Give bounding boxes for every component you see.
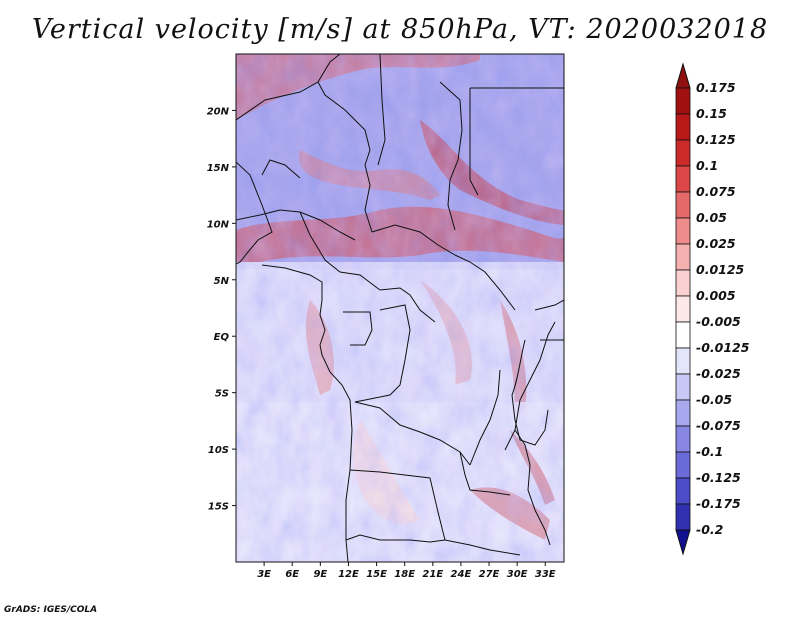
colorbar-swatch [675, 477, 691, 505]
colorbar-label: -0.175 [696, 496, 741, 511]
lon-tick-label: 33E [535, 569, 556, 580]
colorbar-swatch [675, 87, 691, 115]
colorbar-swatch [675, 347, 691, 375]
colorbar-label: 0.175 [696, 80, 736, 95]
lat-tick-label: 20N [207, 106, 230, 117]
vertical-velocity-field [236, 54, 564, 562]
colorbar-swatch [675, 321, 691, 349]
lon-tick-label: 24E [451, 569, 472, 580]
colorbar-label: -0.2 [696, 522, 723, 537]
latitude-axis: 20N 15N 10N 5N EQ 5S 10S 15S [207, 106, 236, 513]
plot-frame [235, 53, 565, 563]
lon-tick-label: 15E [366, 569, 387, 580]
colorbar-label: -0.075 [696, 418, 741, 433]
colorbar-swatch [675, 373, 691, 401]
chart-title: Vertical velocity [m/s] at 850hPa, VT: 2… [31, 14, 769, 45]
colorbar-label: 0.05 [696, 210, 727, 225]
colorbar-label: 0.1 [696, 158, 718, 173]
colorbar-swatch [675, 425, 691, 453]
colorbar-swatch [675, 191, 691, 219]
colorbar-label: -0.1 [696, 444, 723, 459]
lon-tick-label: 21E [422, 569, 443, 580]
colorbar-swatch [675, 269, 691, 297]
lat-tick-label: 5N [214, 276, 230, 287]
colorbar-bottom-arrow [675, 529, 691, 556]
colorbar-label: 0.15 [696, 106, 727, 121]
colorbar-label: 0.075 [696, 184, 736, 199]
colorbar-label: 0.005 [696, 288, 736, 303]
colorbar-label: -0.025 [696, 366, 741, 381]
colorbar-swatch [675, 165, 691, 193]
colorbar-label: -0.0125 [696, 340, 750, 355]
longitude-axis: 3E 6E 9E 12E 15E 18E 21E 24E 27E 30E 33E [257, 562, 556, 580]
colorbar-swatch [675, 243, 691, 271]
colorbar-label: 0.125 [696, 132, 736, 147]
lat-tick-label: 10S [208, 445, 229, 456]
colorbar-top-arrow [675, 62, 691, 89]
colorbar-label: -0.05 [696, 392, 732, 407]
colorbar-label: -0.005 [696, 314, 741, 329]
lon-tick-label: 6E [285, 569, 299, 580]
colorbar-label: -0.125 [696, 470, 741, 485]
grads-credit: GrADS: IGES/COLA [4, 605, 98, 615]
lon-tick-label: 30E [507, 569, 528, 580]
colorbar-label: 0.0125 [696, 262, 745, 277]
lon-tick-label: 27E [479, 569, 500, 580]
lat-tick-label: EQ [214, 332, 230, 343]
country-borders [236, 54, 564, 562]
colorbar-swatch [675, 113, 691, 141]
colorbar-swatch [675, 451, 691, 479]
lon-tick-label: 18E [394, 569, 415, 580]
colorbar-swatch [675, 503, 691, 531]
lat-tick-label: 15N [207, 163, 230, 174]
colorbar-swatch [675, 295, 691, 323]
colorbar-swatch [675, 399, 691, 427]
lon-tick-label: 9E [313, 569, 327, 580]
lat-tick-label: 10N [207, 219, 230, 230]
colorbar-label: 0.025 [696, 236, 736, 251]
lat-tick-label: 5S [215, 389, 229, 400]
lon-tick-label: 3E [257, 569, 271, 580]
lat-tick-label: 15S [208, 502, 229, 513]
colorbar: 0.175 0.15 0.125 0.1 0.075 0.05 0.025 0.0125 0.0… [675, 62, 750, 556]
lon-tick-label: 12E [338, 569, 359, 580]
colorbar-swatch [675, 139, 691, 167]
colorbar-swatch [675, 217, 691, 245]
